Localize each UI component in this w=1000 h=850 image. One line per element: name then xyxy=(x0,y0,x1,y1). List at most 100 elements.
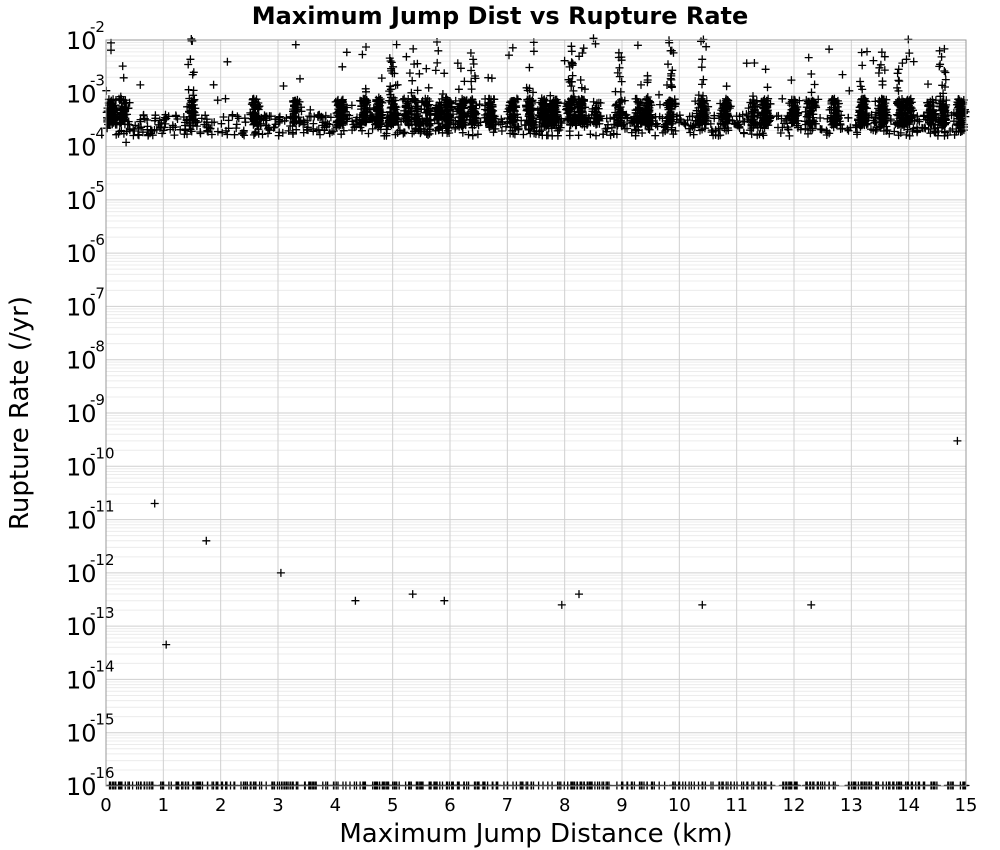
data-point xyxy=(810,80,819,89)
data-point xyxy=(388,103,397,111)
data-point xyxy=(276,568,285,577)
data-point xyxy=(407,104,416,113)
data-point xyxy=(583,117,591,126)
data-point xyxy=(878,80,887,89)
data-point xyxy=(472,101,481,110)
data-point xyxy=(391,81,400,90)
y-tick-base: 10 xyxy=(66,507,97,535)
data-point xyxy=(538,131,547,140)
data-point xyxy=(750,59,759,67)
data-point xyxy=(655,90,663,99)
data-point xyxy=(722,82,731,91)
data-point xyxy=(610,113,619,122)
data-point xyxy=(451,123,460,132)
x-tick-label: 5 xyxy=(387,795,398,816)
y-tick-exponent: -10 xyxy=(90,444,115,462)
data-point xyxy=(512,94,521,103)
data-point xyxy=(369,113,378,122)
data-point xyxy=(353,113,361,122)
data-point xyxy=(462,96,471,105)
y-tick-base: 10 xyxy=(66,453,97,481)
data-point xyxy=(702,96,711,105)
data-point xyxy=(487,74,496,83)
data-point xyxy=(200,120,209,129)
data-point xyxy=(742,59,751,68)
data-point xyxy=(595,113,604,122)
y-tick-base: 10 xyxy=(66,560,97,588)
data-point xyxy=(675,118,684,127)
data-point xyxy=(870,118,879,127)
data-point xyxy=(440,596,449,605)
data-point xyxy=(902,130,911,139)
plot-frame xyxy=(105,39,967,787)
data-point xyxy=(470,116,479,125)
data-point xyxy=(218,128,227,137)
data-point xyxy=(844,114,853,122)
data-point xyxy=(898,59,907,68)
data-point xyxy=(262,116,271,125)
data-point xyxy=(759,115,768,123)
data-point xyxy=(425,97,434,106)
y-tick-exponent: -12 xyxy=(90,551,115,569)
data-point xyxy=(456,64,465,73)
data-point xyxy=(702,42,711,51)
data-point xyxy=(667,123,676,132)
data-point xyxy=(508,43,517,52)
data-point xyxy=(894,65,903,74)
data-point xyxy=(338,95,347,104)
data-point xyxy=(469,55,478,64)
data-point xyxy=(890,127,899,136)
data-point xyxy=(557,600,566,609)
data-point xyxy=(586,118,595,127)
grid xyxy=(105,39,967,787)
data-point xyxy=(467,85,476,94)
data-point xyxy=(201,111,210,120)
data-point xyxy=(681,120,690,128)
data-point xyxy=(507,112,516,121)
data-point xyxy=(892,118,901,127)
data-point xyxy=(247,100,256,109)
data-point xyxy=(697,37,705,46)
data-point xyxy=(927,120,936,129)
data-point xyxy=(525,63,534,72)
x-tick-label: 10 xyxy=(668,795,691,816)
data-point xyxy=(667,71,676,80)
data-point xyxy=(591,39,600,48)
data-point xyxy=(882,126,891,135)
y-tick-label: 10-12 xyxy=(66,551,115,588)
data-point xyxy=(400,94,409,103)
data-point xyxy=(643,71,652,80)
data-point xyxy=(698,600,707,609)
data-point xyxy=(796,125,805,134)
data-point xyxy=(876,60,885,69)
y-tick-exponent: -13 xyxy=(90,604,115,622)
data-point xyxy=(856,77,865,86)
data-point xyxy=(577,83,586,92)
data-point xyxy=(139,110,148,119)
data-point xyxy=(928,110,937,119)
data-point xyxy=(858,85,867,94)
data-point xyxy=(940,44,949,53)
y-tick-exponent: -2 xyxy=(90,18,105,36)
data-point xyxy=(374,123,383,132)
data-point xyxy=(530,129,539,138)
data-point xyxy=(854,115,863,124)
y-tick-exponent: -5 xyxy=(90,178,105,196)
data-point xyxy=(213,96,222,105)
data-point xyxy=(594,98,603,107)
data-point xyxy=(892,110,901,119)
data-point xyxy=(202,115,211,124)
data-point xyxy=(553,112,561,121)
data-point xyxy=(803,97,812,106)
data-point xyxy=(470,72,479,80)
data-point xyxy=(749,123,758,132)
data-point xyxy=(113,112,122,121)
data-point xyxy=(765,111,774,120)
data-point xyxy=(219,113,228,121)
y-tick-label: 10-9 xyxy=(66,391,105,428)
data-point xyxy=(571,121,580,130)
data-point xyxy=(838,70,847,79)
data-point xyxy=(296,74,304,83)
data-point xyxy=(224,116,233,125)
data-point xyxy=(485,99,494,107)
